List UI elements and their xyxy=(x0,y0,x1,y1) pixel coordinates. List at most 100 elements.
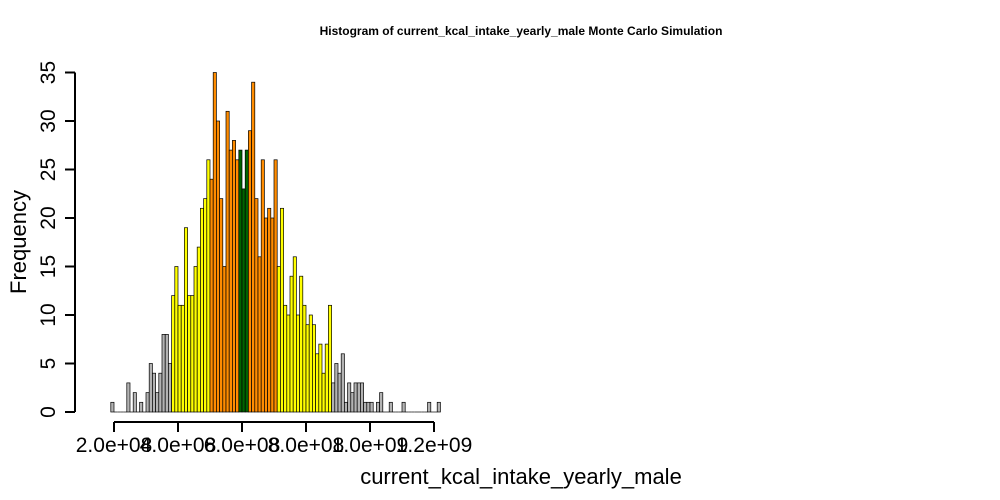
x-tick-label: 2.0e+08 xyxy=(76,434,153,457)
histogram-bar xyxy=(436,401,441,413)
histogram-bar xyxy=(337,372,342,413)
histogram-bar xyxy=(177,304,182,413)
histogram-bar xyxy=(264,217,268,413)
histogram-bar xyxy=(369,401,374,413)
histogram-bar xyxy=(427,401,432,413)
histogram-bar xyxy=(203,198,208,413)
histogram-bar xyxy=(209,178,214,413)
histogram-bar xyxy=(296,314,300,413)
histogram-bar xyxy=(260,159,265,413)
histogram-bar xyxy=(315,353,320,413)
histogram-bar xyxy=(302,304,307,413)
x-tick-label: 1.2e+09 xyxy=(396,434,473,457)
histogram-bar xyxy=(328,304,332,413)
histogram-bar xyxy=(187,295,192,413)
histogram-bar xyxy=(321,372,326,413)
histogram-bar xyxy=(347,382,352,413)
histogram-bar xyxy=(312,324,316,413)
histogram-bar xyxy=(401,401,406,413)
histogram-bar xyxy=(244,149,249,413)
histogram-bar xyxy=(289,275,294,413)
x-axis-label: current_kcal_intake_yearly_male xyxy=(360,464,682,489)
histogram-bar xyxy=(299,275,304,413)
y-tick-label: 5 xyxy=(37,358,60,370)
histogram-bar xyxy=(305,324,310,413)
histogram-bar xyxy=(219,198,224,413)
histogram-bar xyxy=(228,149,233,413)
histogram-bar xyxy=(376,401,380,413)
histogram-bar xyxy=(196,246,201,413)
histogram-bar xyxy=(283,304,288,413)
y-axis-label: Frequency xyxy=(6,190,31,294)
histogram-bar xyxy=(379,392,384,413)
histogram-bar xyxy=(280,207,284,413)
histogram-bar xyxy=(270,217,275,413)
chart-title: Histogram of current_kcal_intake_yearly_… xyxy=(320,24,723,38)
x-tick-label: 8.0e+08 xyxy=(268,434,345,457)
histogram-bar xyxy=(164,334,169,413)
histogram-bar xyxy=(324,343,329,413)
histogram-bar xyxy=(318,343,323,413)
histogram-bar xyxy=(180,304,185,413)
histogram-bar xyxy=(388,401,393,413)
histogram-bar xyxy=(267,207,272,413)
histogram-bar xyxy=(222,266,227,413)
y-tick-label: 20 xyxy=(37,206,60,229)
histogram-bar xyxy=(353,382,358,413)
y-tick-label: 35 xyxy=(37,61,60,84)
histogram-bar xyxy=(126,382,131,413)
histogram-bar xyxy=(248,130,252,413)
histogram-bar xyxy=(152,372,156,413)
x-tick-label: 4.0e+08 xyxy=(140,434,217,457)
histogram-bar xyxy=(139,401,144,413)
histogram-bar xyxy=(190,295,195,413)
y-tick-label: 0 xyxy=(37,406,60,418)
histogram-bar xyxy=(254,198,259,413)
histogram-bar xyxy=(276,266,281,413)
y-axis: 0 5 10 15 20 25 30 35 xyxy=(37,61,76,418)
histogram-bar xyxy=(344,401,348,413)
histogram-bar xyxy=(308,314,313,413)
histogram-bar xyxy=(257,256,262,413)
histogram-bar xyxy=(363,401,368,413)
histogram-bar xyxy=(292,256,297,413)
histogram-bar xyxy=(340,353,345,413)
histogram-bar xyxy=(174,266,179,413)
histogram-bar xyxy=(241,188,246,413)
histogram-bar xyxy=(212,72,217,413)
histogram-bar xyxy=(334,363,339,413)
histogram-bar xyxy=(148,363,153,413)
y-tick-label: 10 xyxy=(37,303,60,326)
histogram-bar xyxy=(200,207,204,413)
histogram-bar xyxy=(193,266,198,413)
y-tick-label: 15 xyxy=(37,255,60,278)
histogram-bar xyxy=(132,392,137,413)
histogram-bar xyxy=(251,81,256,413)
histogram-bar xyxy=(235,159,240,413)
histogram-bar xyxy=(238,149,243,413)
histogram-bar xyxy=(360,382,364,413)
x-axis: 2.0e+084.0e+086.0e+088.0e+081.0e+091.2e+… xyxy=(76,421,473,457)
histogram-bars xyxy=(110,72,441,413)
histogram-bar xyxy=(161,334,166,413)
histogram-bar xyxy=(286,314,291,413)
histogram-bar xyxy=(145,392,150,413)
histogram-bar xyxy=(206,159,211,413)
histogram-bar xyxy=(273,159,278,413)
histogram-bar xyxy=(158,372,163,413)
histogram-bar xyxy=(216,120,220,413)
histogram-bar xyxy=(366,401,371,413)
histogram-bar xyxy=(155,392,160,413)
y-tick-label: 30 xyxy=(37,109,60,132)
histogram-bar xyxy=(232,140,236,413)
histogram-bar xyxy=(331,382,336,413)
histogram-bar xyxy=(168,363,172,413)
histogram-bar xyxy=(225,110,230,413)
y-tick-label: 25 xyxy=(37,158,60,181)
histogram-bar xyxy=(184,227,188,413)
x-tick-label: 1.0e+09 xyxy=(332,434,409,457)
histogram-bar xyxy=(171,295,176,413)
histogram-bar xyxy=(110,401,115,413)
histogram-bar xyxy=(350,392,355,413)
